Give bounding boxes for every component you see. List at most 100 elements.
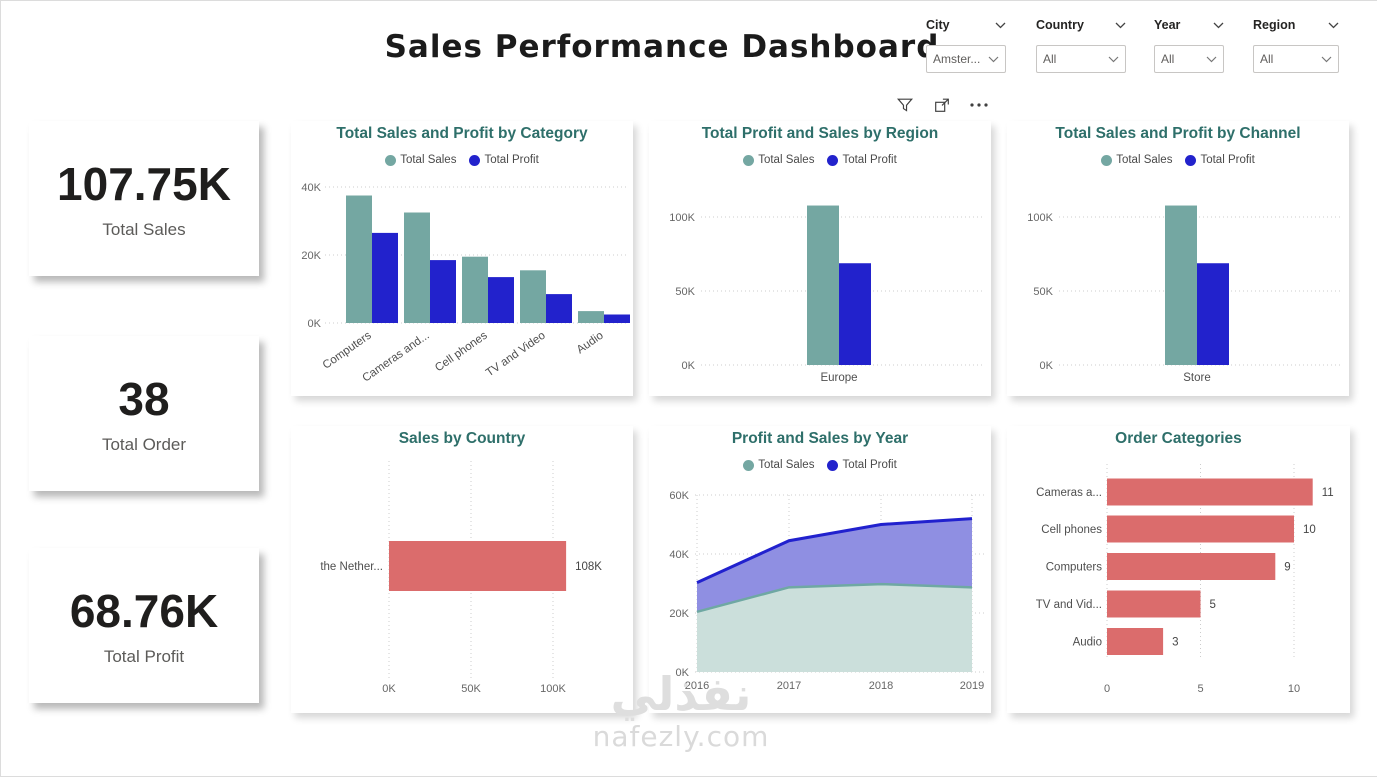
- x-axis-category-label: Computers: [321, 329, 374, 371]
- legend-item[interactable]: Total Sales: [743, 154, 814, 166]
- slicer-label: City: [926, 18, 950, 32]
- channel-plot[interactable]: 0K 50K 100K Store: [1007, 121, 1349, 396]
- legend-dot-icon: [1185, 154, 1197, 166]
- slicer-region-header[interactable]: Region: [1253, 15, 1339, 35]
- x-axis-tick-label: 2019: [960, 680, 984, 692]
- region-plot[interactable]: 0K 50K 100K Europe: [649, 121, 991, 396]
- y-axis-category-label: Computers: [1046, 562, 1102, 574]
- bar-3[interactable]: [1107, 590, 1201, 618]
- y-axis-tick-label: 40K: [669, 549, 689, 561]
- legend-item[interactable]: Total Profit: [827, 154, 897, 166]
- slicer-region-dropdown[interactable]: All: [1253, 45, 1339, 73]
- chart-card-order-categories: Order Categories 0 5 10 Cameras a... 11 Cell …: [1007, 426, 1350, 713]
- legend-dot-icon: [827, 154, 839, 166]
- bar-total-profit-1[interactable]: [430, 260, 456, 323]
- chevron-down-icon: [1321, 56, 1332, 62]
- slicer-value: All: [1260, 52, 1274, 66]
- bar-total-sales-0[interactable]: [807, 205, 839, 365]
- y-axis-category-label: Cell phones: [1041, 524, 1102, 536]
- legend-dot-icon: [1101, 154, 1113, 166]
- legend-dot-icon: [827, 459, 839, 471]
- bar-total-sales-3[interactable]: [520, 270, 546, 323]
- slicer-value: All: [1043, 52, 1057, 66]
- slicer-city-header[interactable]: City: [926, 15, 1006, 35]
- legend-label: Total Profit: [484, 154, 539, 166]
- line-total-sales: [696, 582, 973, 614]
- area-total-sales[interactable]: [697, 584, 972, 672]
- slicer-year-header[interactable]: Year: [1154, 15, 1224, 35]
- bar-total-sales-4[interactable]: [578, 311, 604, 323]
- legend-item[interactable]: Total Profit: [469, 154, 539, 166]
- bar-0[interactable]: [1107, 478, 1313, 506]
- filter-icon[interactable]: [894, 94, 916, 116]
- bar-total-profit-2[interactable]: [488, 277, 514, 323]
- slicer-label: Region: [1253, 18, 1296, 32]
- legend-dot-icon: [743, 459, 755, 471]
- y-axis-category-label: Cameras a...: [1036, 487, 1102, 499]
- chevron-down-icon: [1213, 22, 1224, 28]
- popout-icon[interactable]: [931, 94, 953, 116]
- y-axis-tick-label: 40K: [301, 182, 321, 194]
- y-axis-tick-label: 0K: [308, 318, 322, 330]
- slicer-city-dropdown[interactable]: Amster...: [926, 45, 1006, 73]
- legend-dot-icon: [469, 154, 481, 166]
- bar-total-profit-0[interactable]: [1197, 263, 1229, 365]
- legend-item[interactable]: Total Sales: [1101, 154, 1172, 166]
- country-plot[interactable]: 0K 50K 100K the Nether... 108K: [291, 426, 633, 713]
- legend-item[interactable]: Total Profit: [827, 459, 897, 471]
- kpi-card-total-profit: 68.76K Total Profit: [29, 548, 259, 703]
- bar-1[interactable]: [1107, 515, 1294, 543]
- legend-label: Total Profit: [1200, 154, 1255, 166]
- bar-total-profit-4[interactable]: [604, 314, 630, 324]
- chart-title: Sales by Country: [398, 430, 526, 447]
- y-axis-tick-label: 0K: [676, 667, 690, 679]
- bar-total-profit-0[interactable]: [839, 263, 871, 365]
- bar-2[interactable]: [1107, 553, 1276, 580]
- orders-plot[interactable]: 0 5 10 Cameras a... 11 Cell phones 10 Computers…: [1007, 426, 1350, 713]
- x-axis-tick-label: 0K: [382, 683, 396, 695]
- chart-card-profit-sales-by-region: Total Profit and Sales by Region Total S…: [649, 121, 991, 396]
- more-options-icon[interactable]: [968, 94, 990, 116]
- chevron-down-icon: [988, 56, 999, 62]
- y-axis-tick-label: 100K: [1027, 212, 1053, 224]
- y-axis-category-label: Audio: [1073, 637, 1102, 649]
- slicer-value: Amster...: [933, 52, 981, 66]
- slicer-region: Region All: [1253, 15, 1339, 73]
- bar-value-label: 5: [1210, 599, 1216, 611]
- legend-item[interactable]: Total Profit: [1185, 154, 1255, 166]
- legend-item[interactable]: Total Sales: [385, 154, 456, 166]
- y-axis-tick-label: 20K: [669, 608, 689, 620]
- slicer-country-dropdown[interactable]: All: [1036, 45, 1126, 73]
- legend-dot-icon: [385, 154, 397, 166]
- bar-0[interactable]: [389, 541, 567, 591]
- y-axis-tick-label: 100K: [669, 212, 695, 224]
- x-axis-category-label: Europe: [820, 372, 857, 384]
- chevron-down-icon: [1206, 56, 1217, 62]
- slicer-year: Year All: [1154, 15, 1224, 73]
- kpi-label: Total Profit: [103, 647, 185, 666]
- area-total-profit[interactable]: [697, 518, 972, 612]
- slicer-country: Country All: [1036, 15, 1126, 73]
- slicer-value: All: [1161, 52, 1175, 66]
- kpi-card-total-sales: 107.75K Total Sales: [29, 121, 259, 276]
- bar-total-sales-2[interactable]: [462, 256, 488, 323]
- slicer-city: City Amster...: [926, 15, 1006, 73]
- legend-item[interactable]: Total Sales: [743, 459, 814, 471]
- bar-total-sales-1[interactable]: [404, 212, 430, 324]
- watermark-domain: nafezly.com: [592, 719, 770, 753]
- bar-4[interactable]: [1107, 628, 1164, 655]
- slicer-year-dropdown[interactable]: All: [1154, 45, 1224, 73]
- bar-total-profit-0[interactable]: [372, 232, 398, 323]
- bar-total-sales-0[interactable]: [346, 195, 372, 324]
- bar-total-sales-0[interactable]: [1165, 205, 1197, 365]
- bar-value-label: 9: [1284, 562, 1290, 574]
- bar-total-profit-3[interactable]: [546, 294, 572, 323]
- chart-card-sales-by-country: Sales by Country 0K 50K 100K the Nether... 1…: [291, 426, 633, 713]
- slicer-country-header[interactable]: Country: [1036, 15, 1126, 35]
- chart-title: Total Sales and Profit by Channel: [1055, 125, 1301, 142]
- year-plot[interactable]: 2016 2017 2018 2019 0K 20K 40K 60K: [649, 426, 991, 713]
- bar-value-label: 11: [1322, 487, 1334, 499]
- x-axis-tick-label: 5: [1197, 683, 1203, 695]
- kpi-value: 107.75K: [57, 158, 231, 210]
